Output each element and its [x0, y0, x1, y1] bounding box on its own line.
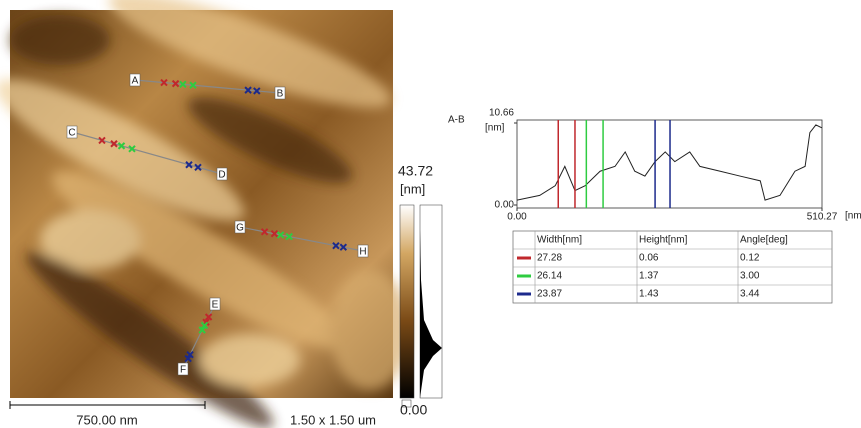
marker-label: B	[277, 89, 284, 100]
table-cell: 1.43	[639, 289, 659, 300]
x-unit: [nm]	[845, 211, 861, 222]
colorbar-unit: [nm]	[400, 181, 425, 196]
table-cell: 0.12	[740, 253, 760, 264]
screen: A B C D G H E F 43.72 [nm] 0.00 750.00 nm 1.50 …	[0, 0, 861, 428]
marker-label: C	[68, 128, 75, 139]
x-tick-label: 510.27	[807, 212, 838, 223]
marker-label: A	[132, 76, 139, 87]
marker-label: E	[212, 300, 219, 311]
x-tick-label: 0.00	[507, 212, 527, 223]
y-unit: [nm]	[485, 123, 505, 134]
results-table: Width[nm] Height[nm] Angle[deg] 27.28 0.06 0.…	[513, 231, 832, 303]
y-tick-label: 10.66	[489, 108, 514, 119]
scale-bar-label: 750.00 nm	[76, 412, 137, 427]
column-header: Width[nm]	[537, 235, 582, 246]
y-tick-label: 0.00	[495, 200, 515, 211]
profile-label: A-B	[448, 115, 465, 126]
afm-image	[0, 0, 410, 428]
table-cell: 27.28	[537, 253, 562, 264]
table-cell: 26.14	[537, 271, 562, 282]
table-cell: 0.06	[639, 253, 659, 264]
table-cell: 3.00	[740, 271, 760, 282]
marker-label: F	[180, 365, 186, 376]
marker-label: H	[359, 247, 366, 258]
colorbar	[400, 205, 414, 398]
marker-label: D	[218, 170, 225, 181]
colorbar-max: 43.72	[398, 163, 433, 179]
table-cell: 1.37	[639, 271, 659, 282]
colorbar-min: 0.00	[400, 402, 427, 418]
table-cell: 3.44	[740, 289, 760, 300]
image-size: 1.50 x 1.50 um	[290, 412, 376, 427]
column-header: Angle[deg]	[740, 235, 788, 246]
marker-label: G	[236, 223, 244, 234]
table-cell: 23.87	[537, 289, 562, 300]
column-header: Height[nm]	[639, 235, 688, 246]
